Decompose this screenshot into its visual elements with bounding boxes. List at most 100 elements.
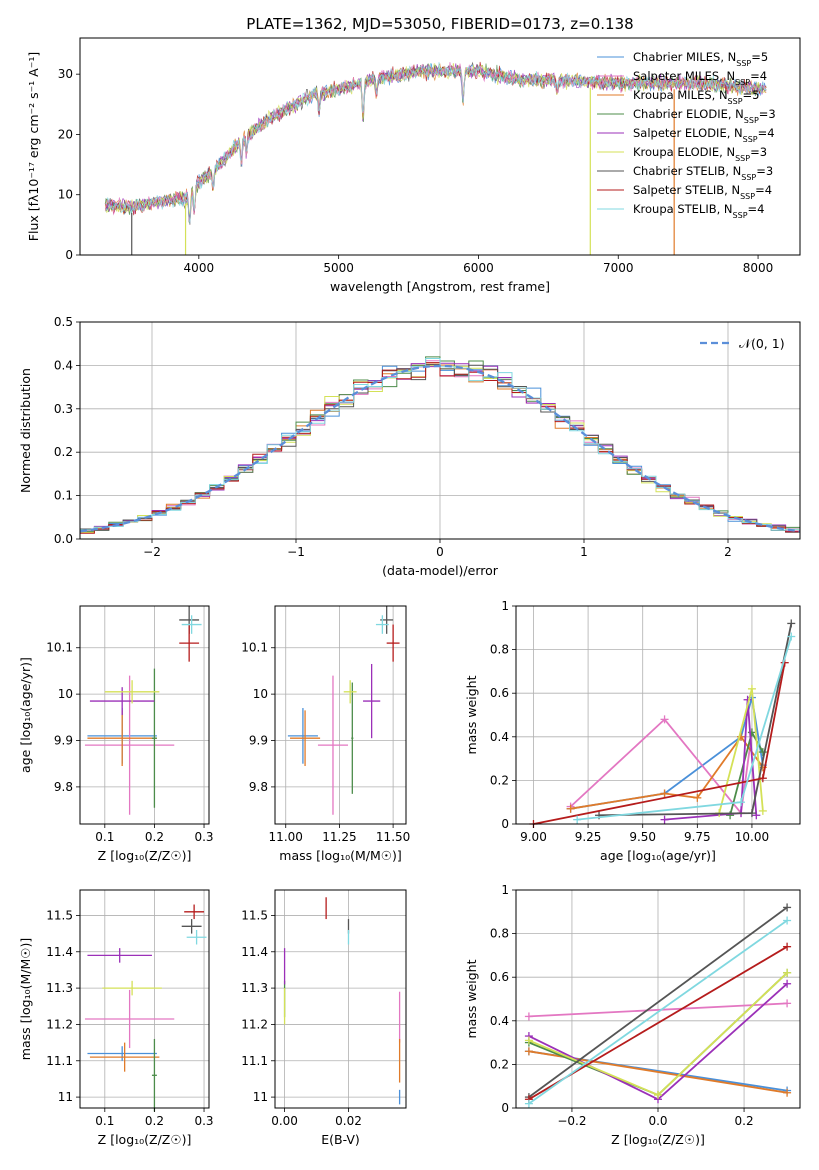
plot-area-residuals	[79, 356, 801, 539]
legend-label-main: Salpeter STELIB, N	[633, 183, 740, 197]
y-tick-label: 11.2	[241, 1017, 268, 1031]
x-tick-label: 6000	[463, 261, 494, 275]
weight-marker	[783, 968, 792, 977]
x-tick-label: 11.00	[269, 830, 303, 844]
legend-label: Chabrier ELODIE, NSSP=3	[633, 107, 776, 125]
weight-marker	[660, 789, 669, 798]
legend-label: Kroupa MILES, NSSP=5	[633, 88, 759, 106]
weight-marker	[660, 715, 669, 724]
plot-area-spectrum	[104, 61, 767, 255]
legend-label-tail: =4	[755, 183, 772, 197]
y-tick-label: 0	[65, 248, 73, 262]
weight-marker	[787, 619, 796, 628]
legend-label-tail: =3	[750, 145, 767, 159]
legend-label-main: Salpeter ELODIE, N	[633, 126, 743, 140]
weight-series-1	[569, 718, 753, 816]
y-tick-label: 10.1	[46, 641, 73, 655]
legend-label-sub: SSP	[733, 211, 748, 220]
errorbar-point	[89, 1042, 160, 1072]
weight-series-6	[528, 906, 788, 1098]
errorbar-point	[87, 948, 152, 963]
weight-marker	[783, 942, 792, 951]
x-tick-label: 1	[580, 545, 588, 559]
errorbar-point	[317, 675, 349, 815]
legend-label-sub: SSP	[741, 173, 756, 182]
y-tick-label: 0.1	[54, 489, 73, 503]
weight-marker	[758, 774, 767, 783]
panel-age_vs_Z: 0.1 0.2 0.3 9.8 9.9 10 10.1 Z [log₁₀(Z/Z☉)] age …	[18, 605, 214, 863]
y-tick-label: 0.8	[490, 927, 509, 941]
x-tick-label: 0.1	[95, 830, 114, 844]
x-axis-label: Z [log₁₀(Z/Z☉)]	[98, 1132, 192, 1147]
errorbar-point	[87, 1046, 157, 1061]
y-tick-label: 30	[58, 67, 73, 81]
x-tick-label: 0.02	[335, 1114, 362, 1128]
weight-marker	[758, 748, 767, 757]
y-tick-label: 0.6	[490, 686, 509, 700]
grid-weight_vs_age	[516, 605, 800, 825]
y-tick-label: 0.3	[54, 402, 73, 416]
y-tick-label: 10	[58, 687, 73, 701]
grid-residuals	[80, 321, 800, 540]
y-tick-label: 0.2	[54, 445, 73, 459]
weight-series-7	[533, 662, 786, 825]
figure-title: PLATE=1362, MJD=53050, FIBERID=0173, z=0…	[246, 15, 633, 33]
x-tick-label: 0	[436, 545, 444, 559]
legend-label-tail: =5	[751, 50, 768, 64]
y-axis-label: Normed distribution	[18, 368, 33, 493]
weight-marker	[783, 979, 792, 988]
plot-area-weight_vs_Z	[524, 903, 792, 1108]
weight-marker	[747, 684, 756, 693]
x-tick-label: 0.2	[145, 1114, 164, 1128]
axes-frame	[79, 605, 210, 825]
panel-spectrum: 4000 5000 6000 7000 8000 0 10 20 30 wavelength [A…	[26, 37, 801, 294]
y-tick-label: 11	[58, 1090, 73, 1104]
legend-label: Salpeter ELODIE, NSSP=4	[633, 126, 775, 144]
errorbar-point	[151, 1038, 157, 1112]
weight-series-8	[528, 919, 788, 1105]
y-tick-label: 9.8	[249, 780, 268, 794]
x-tick-label: 9.50	[629, 830, 656, 844]
y-tick-label: 0.6	[490, 970, 509, 984]
legend-item: Chabrier MILES, NSSP=5	[597, 50, 768, 68]
y-tick-label: 0.0	[54, 532, 73, 546]
y-tick-label: 11.4	[46, 945, 73, 959]
x-axis-label: Z [log₁₀(Z/Z☉)]	[98, 848, 192, 863]
weight-marker	[783, 916, 792, 925]
axes-frame	[515, 889, 801, 1109]
legend-label-main: Kroupa STELIB, N	[633, 202, 733, 216]
weight-marker	[524, 1012, 533, 1021]
x-axis-label: (data-model)/error	[382, 563, 499, 578]
y-axis-label: age [log₁₀(age/yr)]	[18, 657, 33, 773]
y-tick-label: 10	[58, 188, 73, 202]
legend-label-main: Chabrier STELIB, N	[633, 164, 741, 178]
weight-marker	[747, 809, 756, 818]
errorbar-point	[84, 675, 175, 815]
grid-mass_vs_ebv	[275, 890, 406, 1108]
y-tick-label: 0.5	[54, 315, 73, 329]
legend-label: Salpeter MILES, NSSP=4	[633, 69, 767, 87]
legend-item: Kroupa MILES, NSSP=5	[597, 88, 759, 106]
panel-residuals: −2 −1 0 1 2 0.0 0.1 0.2 0.3 0.4 0.5 (data-model)/er…	[18, 315, 801, 578]
x-axis-label: E(B-V)	[321, 1132, 360, 1147]
legend-label-main: Chabrier MILES, N	[633, 50, 736, 64]
weight-marker	[654, 1090, 662, 1099]
y-tick-label: 0.4	[54, 358, 73, 372]
axes-frame	[274, 605, 407, 825]
x-tick-label: 0.1	[95, 1114, 114, 1128]
y-tick-label: 11.1	[241, 1054, 268, 1068]
legend-label-main: Salpeter MILES, N	[633, 69, 735, 83]
y-tick-label: 11.3	[241, 981, 268, 995]
weight-marker	[783, 999, 792, 1008]
legend-label-main: Kroupa MILES, N	[633, 88, 728, 102]
legend-label-sub: SSP	[743, 135, 758, 144]
legend-label: Kroupa STELIB, NSSP=4	[633, 202, 764, 220]
errorbar-point	[102, 980, 162, 996]
errorbar-point	[290, 710, 321, 767]
plot-area-mass_vs_Z	[84, 904, 207, 1112]
legend-item: Chabrier STELIB, NSSP=3	[597, 164, 773, 182]
normal-reference-curve	[79, 364, 801, 533]
